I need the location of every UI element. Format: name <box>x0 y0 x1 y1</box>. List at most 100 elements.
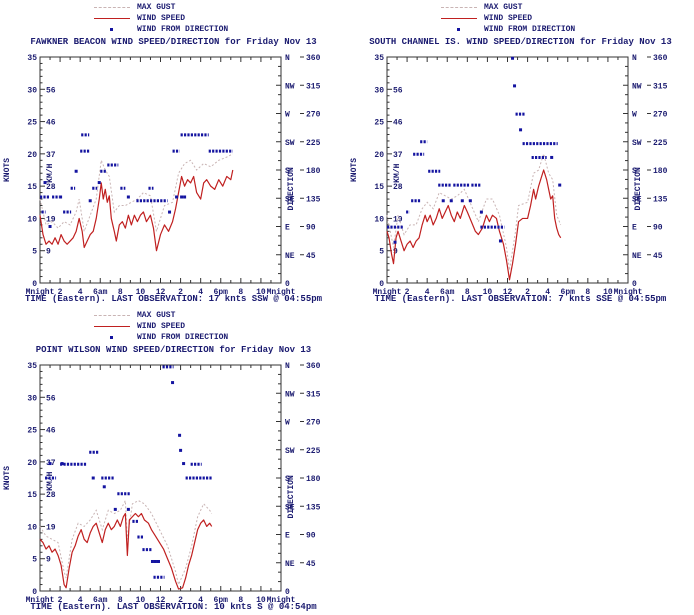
degrees-tick-label: 225 <box>306 447 321 456</box>
wind-speed-line <box>39 169 234 252</box>
wind-direction-point <box>153 559 157 563</box>
wind-direction-point <box>150 559 154 563</box>
degrees-tick-label: 360 <box>306 54 321 63</box>
wind-speed-line-swatch <box>441 13 477 24</box>
chart-caption: TIME (Eastern). LAST OBSERVATION: 7 knts… <box>374 294 667 304</box>
knots-axis-title: KNOTS <box>3 466 12 490</box>
compass-tick-label: W <box>632 111 637 120</box>
knots-tick-label: 10 <box>27 523 37 532</box>
wind-direction-point <box>498 239 502 243</box>
x-tick-label: 8 <box>465 288 470 297</box>
compass-tick-label: SE <box>632 195 642 204</box>
compass-tick-label: E <box>285 532 290 541</box>
compass-tick-label: S <box>632 167 637 176</box>
x-tick-label: 12 <box>156 596 166 605</box>
x-tick-label: 2 <box>525 288 530 297</box>
kmh-tick-label: 28 <box>46 183 56 192</box>
wind-direction-point <box>102 485 106 489</box>
max-gust-line <box>39 498 213 587</box>
x-tick-label: 6pm <box>561 288 576 297</box>
x-tick-label: 4 <box>198 288 203 297</box>
chart-legend: MAX GUST WIND SPEED WIND FROM DIRECTION <box>94 310 228 343</box>
x-tick-label: 2 <box>58 288 63 297</box>
degrees-tick-label: 315 <box>653 82 668 91</box>
degrees-tick-label: 90 <box>306 532 316 541</box>
degrees-tick-label: 225 <box>653 139 668 148</box>
knots-tick-label: 20 <box>374 151 384 160</box>
kmh-tick-label: 19 <box>46 523 56 532</box>
wind-direction-point <box>513 84 517 88</box>
degrees-tick-label: 180 <box>306 167 321 176</box>
kmh-tick-label: 56 <box>46 394 56 403</box>
knots-axis-title: KNOTS <box>350 158 359 182</box>
knots-tick-label: 25 <box>27 427 37 436</box>
degrees-tick-label: 135 <box>653 195 668 204</box>
degrees-tick-label: 315 <box>306 82 321 91</box>
wind-direction-point <box>178 433 182 437</box>
wind-direction-point <box>180 195 184 199</box>
knots-tick-label: 5 <box>32 556 37 565</box>
compass-tick-label: E <box>285 224 290 233</box>
x-tick-label: 10 <box>483 288 493 297</box>
knots-tick-label: 25 <box>27 119 37 128</box>
degrees-tick-label: 90 <box>306 224 316 233</box>
x-tick-label: Mnight <box>26 596 55 605</box>
direction-axis-title: DIRECTION <box>287 167 296 210</box>
max-gust-line-swatch <box>441 2 477 13</box>
wind-direction-point <box>550 155 554 159</box>
wind-direction-point <box>156 559 160 563</box>
knots-axis-title: KNOTS <box>3 158 12 182</box>
chart-legend: MAX GUST WIND SPEED WIND FROM DIRECTION <box>441 2 575 35</box>
degrees-tick-label: 0 <box>632 280 637 289</box>
x-tick-label: 10 <box>256 288 266 297</box>
wind-direction-point <box>97 181 101 185</box>
knots-tick-label: 35 <box>27 362 37 371</box>
x-tick-label: 4 <box>545 288 550 297</box>
wind-direction-dot-swatch <box>441 24 477 35</box>
wind-direction-dot-swatch <box>94 332 130 343</box>
wind-direction-label: WIND FROM DIRECTION <box>137 333 229 342</box>
legend-row-max-gust: MAX GUST <box>94 2 228 13</box>
wind-direction-point <box>479 210 483 214</box>
compass-tick-label: SW <box>285 447 295 456</box>
x-tick-label: 2 <box>405 288 410 297</box>
kmh-tick-label: 28 <box>46 491 56 500</box>
x-tick-label: 6am <box>440 288 455 297</box>
legend-row-wind-direction: WIND FROM DIRECTION <box>94 332 228 343</box>
wind-direction-point <box>126 507 130 511</box>
x-tick-label: 10 <box>603 288 613 297</box>
wind-direction-point <box>59 195 63 199</box>
wind-direction-label: WIND FROM DIRECTION <box>137 25 229 34</box>
compass-tick-label: NW <box>632 82 642 91</box>
legend-row-wind-speed: WIND SPEED <box>94 321 228 332</box>
knots-tick-label: 30 <box>27 394 37 403</box>
kmh-tick-label: 46 <box>393 119 403 128</box>
max-gust-line <box>386 152 562 271</box>
degrees-tick-label: 45 <box>653 252 663 261</box>
wind-direction-point <box>182 462 186 466</box>
wind-direction-point <box>43 181 47 185</box>
x-tick-label: Mnight <box>267 288 296 297</box>
legend-row-wind-direction: WIND FROM DIRECTION <box>441 24 575 35</box>
x-tick-label: 8 <box>238 596 243 605</box>
x-tick-label: 2 <box>178 596 183 605</box>
max-gust-line-swatch <box>94 310 130 321</box>
legend-row-max-gust: MAX GUST <box>94 310 228 321</box>
wind-direction-label: WIND FROM DIRECTION <box>484 25 576 34</box>
compass-tick-label: E <box>632 224 637 233</box>
degrees-tick-label: 0 <box>285 280 290 289</box>
compass-tick-label: S <box>285 475 290 484</box>
wind-direction-point <box>393 240 397 244</box>
knots-tick-label: 35 <box>374 54 384 63</box>
wind-speed-label: WIND SPEED <box>137 322 186 331</box>
compass-tick-label: SE <box>285 503 295 512</box>
wind-direction-point <box>468 199 472 203</box>
wind-speed-line <box>39 512 213 590</box>
plot-frame <box>386 56 629 284</box>
wind-direction-point <box>558 183 562 187</box>
wind-direction-point <box>168 210 172 214</box>
kmh-tick-label: 19 <box>46 215 56 224</box>
wind-direction-point <box>74 169 78 173</box>
